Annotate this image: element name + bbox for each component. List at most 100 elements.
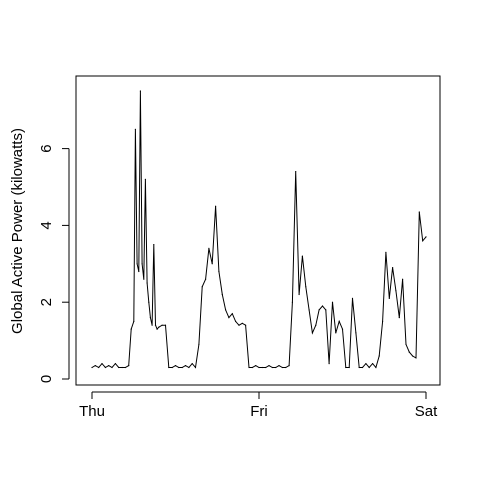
data-point [218, 270, 220, 273]
data-point [308, 309, 310, 311]
data-point [241, 322, 243, 324]
data-point [221, 293, 223, 296]
data-point [425, 236, 427, 238]
data-point [388, 297, 390, 299]
data-point [184, 365, 187, 367]
data-point [225, 309, 227, 311]
data-point [146, 282, 148, 284]
data-point [198, 343, 200, 345]
data-point [291, 301, 293, 303]
data-point [338, 320, 340, 322]
data-point [318, 309, 320, 311]
data-point [121, 366, 123, 369]
data-point [118, 366, 120, 369]
data-point [151, 324, 153, 326]
data-point [268, 365, 270, 367]
data-point [248, 366, 250, 369]
data-point [281, 366, 283, 369]
data-point [375, 366, 377, 369]
data-point [255, 365, 257, 367]
data-point [385, 251, 387, 253]
data-point [104, 366, 106, 369]
x-axis: Thu Fri Sat [79, 391, 438, 420]
data-point [133, 320, 135, 322]
data-point [335, 332, 337, 334]
data-point [392, 267, 394, 269]
x-tick-label: Fri [250, 403, 268, 420]
data-point [315, 324, 317, 326]
data-point [136, 263, 138, 265]
data-point [231, 313, 233, 315]
data-point [258, 366, 260, 369]
data-point [288, 365, 290, 367]
data-point [141, 263, 143, 265]
data-point [194, 366, 197, 369]
data-point [415, 357, 417, 359]
data-point [134, 128, 136, 130]
data-point [178, 366, 180, 369]
data-point [201, 286, 203, 288]
data-point [101, 363, 103, 365]
y-tick-label: 6 [38, 144, 55, 152]
data-point [328, 363, 330, 365]
data-point [261, 366, 263, 369]
y-tick-label: 2 [38, 298, 55, 306]
data-point [181, 366, 183, 369]
data-point [91, 366, 93, 369]
y-axis-label: Global Active Power (kilowatts) [9, 128, 26, 334]
data-point [215, 205, 217, 207]
data-point [156, 328, 158, 330]
data-point [128, 365, 130, 367]
data-point [208, 247, 210, 249]
data-point [191, 363, 193, 365]
data-point [238, 324, 240, 326]
x-tick-label: Sat [415, 403, 438, 420]
data-point [168, 366, 170, 369]
data-point [351, 297, 354, 299]
data-point [305, 286, 307, 288]
data-point [358, 366, 360, 369]
data-point [188, 366, 190, 369]
data-point [174, 365, 177, 367]
y-tick-label: 4 [38, 221, 55, 229]
data-point [245, 324, 247, 326]
data-point [418, 211, 420, 213]
data-point [408, 351, 410, 353]
data-point [422, 240, 424, 242]
data-point [402, 278, 404, 280]
data-point [278, 365, 280, 367]
data-point [139, 90, 141, 92]
data-point [331, 301, 334, 303]
data-point [298, 293, 300, 296]
data-point [164, 324, 167, 326]
data-point [205, 278, 207, 280]
data-point [398, 317, 400, 319]
y-axis: 0 2 4 6 [38, 144, 70, 383]
data-point [265, 366, 267, 369]
data-point [138, 270, 140, 273]
data-point [153, 244, 155, 246]
data-point [395, 290, 397, 292]
data-point [271, 366, 273, 369]
data-point [171, 366, 173, 369]
series-line [91, 90, 427, 369]
data-point [348, 366, 350, 369]
data-point [98, 366, 100, 369]
data-point [295, 171, 297, 173]
data-point [368, 366, 370, 369]
data-point [251, 366, 253, 369]
series-points [91, 90, 427, 369]
data-point [228, 317, 230, 319]
data-point [108, 365, 110, 367]
data-point [154, 324, 157, 326]
data-point [365, 363, 367, 365]
data-point [143, 278, 145, 280]
data-point [130, 328, 132, 330]
y-tick-label: 0 [38, 375, 55, 383]
x-tick-label: Thu [79, 403, 105, 420]
data-point [94, 365, 96, 367]
data-point [382, 320, 384, 322]
data-point [321, 305, 324, 307]
